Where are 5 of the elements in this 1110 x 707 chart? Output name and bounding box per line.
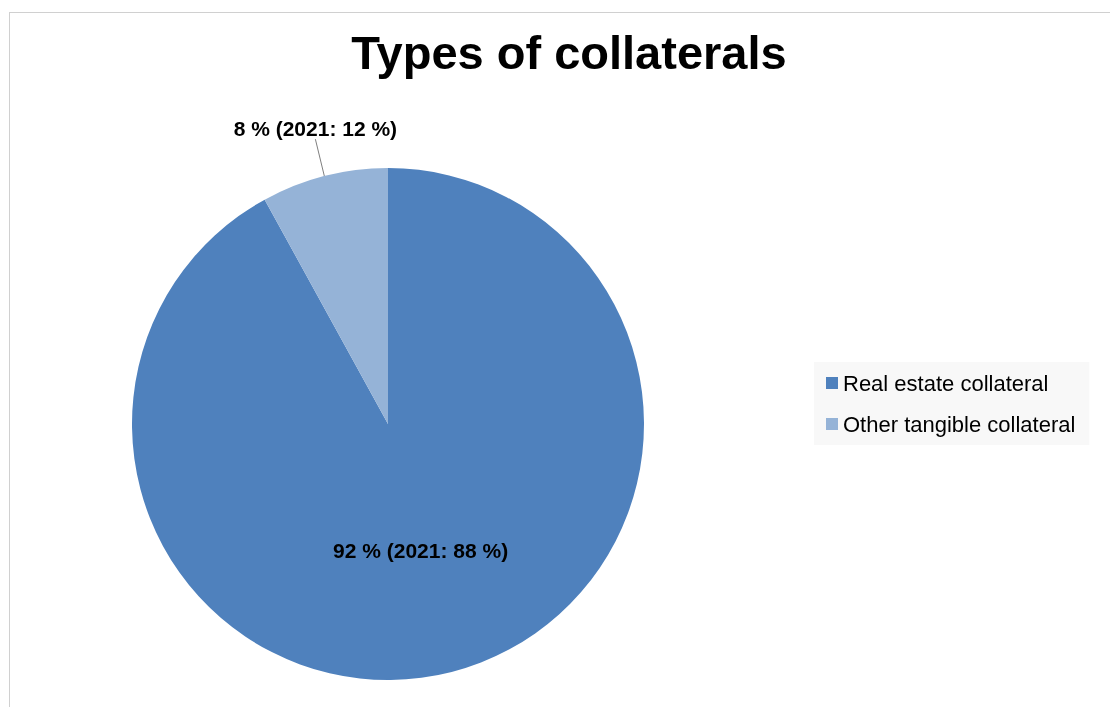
data-label: 92 % (2021: 88 %) bbox=[333, 539, 509, 563]
data-label: 8 % (2021: 12 %) bbox=[233, 117, 398, 141]
legend-label: Other tangible collateral bbox=[843, 411, 1076, 437]
chart-title: Types of collaterals bbox=[351, 26, 787, 79]
legend-label: Real estate collateral bbox=[843, 370, 1049, 396]
